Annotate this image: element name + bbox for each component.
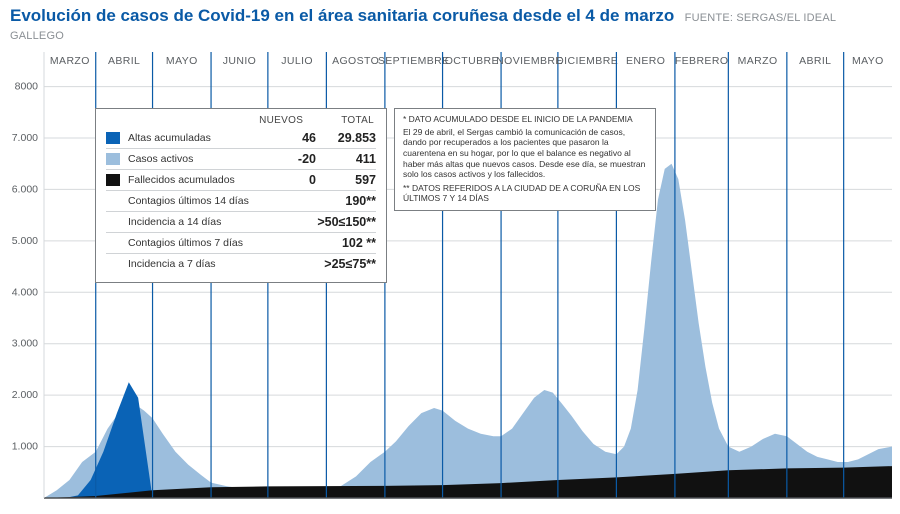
legend-row: Contagios últimos 14 días190** [106,190,376,211]
month-label: ENERO [626,55,665,67]
svg-text:2.000: 2.000 [12,389,38,401]
legend-row: Altas acumuladas4629.853 [106,128,376,148]
legend-value-total: 411 [316,152,376,166]
month-label: NOVIEMBRE [496,55,563,67]
legend-label: Contagios últimos 14 días [128,195,316,207]
month-label: DICIEMBRE [556,55,618,67]
month-label: JUNIO [223,55,257,67]
notes-box: * DATO ACUMULADO DESDE EL INICIO DE LA P… [394,108,656,211]
legend-box: NUEVOS TOTAL Altas acumuladas4629.853Cas… [95,108,387,283]
month-label: MARZO [50,55,90,67]
legend-value-new: 0 [268,173,316,187]
legend-value: >50≤150** [316,215,376,229]
svg-text:6.000: 6.000 [12,183,38,195]
svg-text:4.000: 4.000 [12,286,38,298]
month-label: FEBRERO [675,55,729,67]
legend-value: >25≤75** [316,257,376,271]
legend-row: Fallecidos acumulados0597 [106,169,376,190]
month-label: ABRIL [108,55,140,67]
legend-label: Incidencia a 14 días [128,216,316,228]
month-label: OCTUBRE [445,55,499,67]
svg-text:5.000: 5.000 [12,235,38,247]
chart-header: Evolución de casos de Covid-19 en el áre… [0,0,900,46]
legend-value-total: 597 [316,173,376,187]
legend-value: 102 ** [316,236,376,250]
note-star2: ** DATOS REFERIDOS A LA CIUDAD DE A CORU… [403,183,647,204]
month-label: SEPTIEMBRE [378,55,450,67]
legend-value-new: 46 [268,131,316,145]
legend-row: Incidencia a 7 días>25≤75** [106,253,376,274]
month-label: JULIO [281,55,313,67]
month-label: MARZO [738,55,778,67]
legend-swatch [106,132,120,144]
legend-row: Casos activos-20411 [106,148,376,169]
legend-swatch [106,153,120,165]
legend-value-new: -20 [268,152,316,166]
svg-text:1.000: 1.000 [12,441,38,453]
note-star1: * DATO ACUMULADO DESDE EL INICIO DE LA P… [403,114,647,125]
legend-header: NUEVOS TOTAL [106,115,376,128]
legend-swatch [106,174,120,186]
legend-label: Casos activos [128,153,268,165]
chart-area: 1.000 2.000 3.000 4.000 5.000 6.000 7.000 8000 M… [0,46,900,514]
chart-title: Evolución de casos de Covid-19 en el áre… [10,6,674,25]
legend-label: Contagios últimos 7 días [128,237,316,249]
month-label: MAYO [852,55,884,67]
legend-label: Altas acumuladas [128,132,268,144]
svg-text:3.000: 3.000 [12,338,38,350]
legend-row: Contagios últimos 7 días102 ** [106,232,376,253]
svg-text:7.000: 7.000 [12,132,38,144]
month-label: ABRIL [799,55,831,67]
svg-text:8000: 8000 [15,81,39,93]
series-altas [44,382,153,498]
legend-head-new: NUEVOS [259,115,303,126]
legend-label: Fallecidos acumulados [128,174,268,186]
legend-value-total: 29.853 [316,131,376,145]
legend-head-total: TOTAL [341,115,374,126]
legend-label: Incidencia a 7 días [128,258,316,270]
legend-row: Incidencia a 14 días>50≤150** [106,211,376,232]
legend-value: 190** [316,194,376,208]
note-para: El 29 de abril, el Sergas cambió la comu… [403,127,647,180]
month-label: MAYO [166,55,198,67]
month-label: AGOSTO [332,55,379,67]
